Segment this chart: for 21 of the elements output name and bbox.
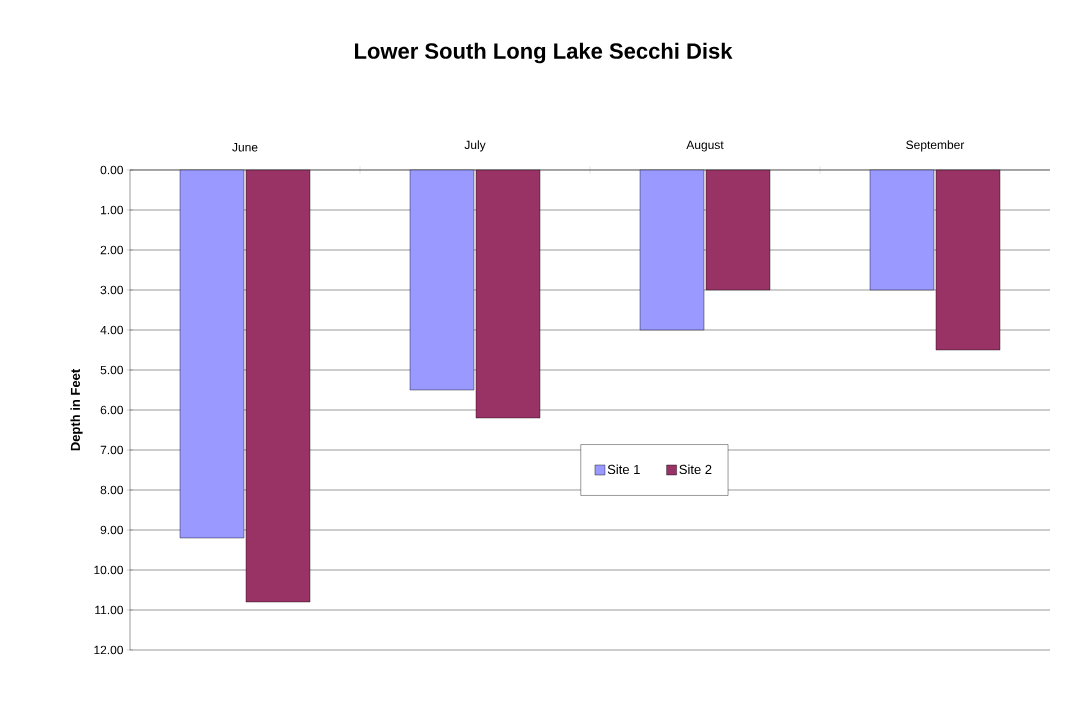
y-tick-label: 3.00	[100, 285, 124, 295]
y-tick-label: 11.00	[95, 605, 124, 615]
x-tick-label: August	[686, 140, 724, 152]
chart-title: Lower South Long Lake Secchi Disk	[355, 42, 733, 64]
y-tick-label: 1.00	[101, 205, 124, 215]
y-tick-label: 12.00	[94, 645, 124, 655]
y-tick-label: 5.00	[100, 365, 124, 375]
legend-label: Site 1	[607, 464, 640, 475]
x-tick-label: June	[232, 143, 258, 152]
legend-label: Site 2	[679, 464, 712, 475]
y-axis-title: Depth in Feet	[70, 368, 83, 451]
y-tick-label: 10.00	[94, 565, 124, 575]
y-tick-label: 8.00	[100, 485, 124, 495]
x-tick-label: September	[906, 140, 965, 152]
y-tick-label: 4.00	[100, 325, 124, 335]
y-tick-label: 9.00	[100, 525, 124, 535]
y-tick-label: 6.00	[100, 405, 124, 415]
x-tick-label: July	[464, 140, 486, 152]
y-tick-label: 0.00	[100, 165, 124, 175]
y-tick-label: 7.00	[100, 445, 124, 455]
y-tick-label: 2.00	[100, 245, 124, 255]
